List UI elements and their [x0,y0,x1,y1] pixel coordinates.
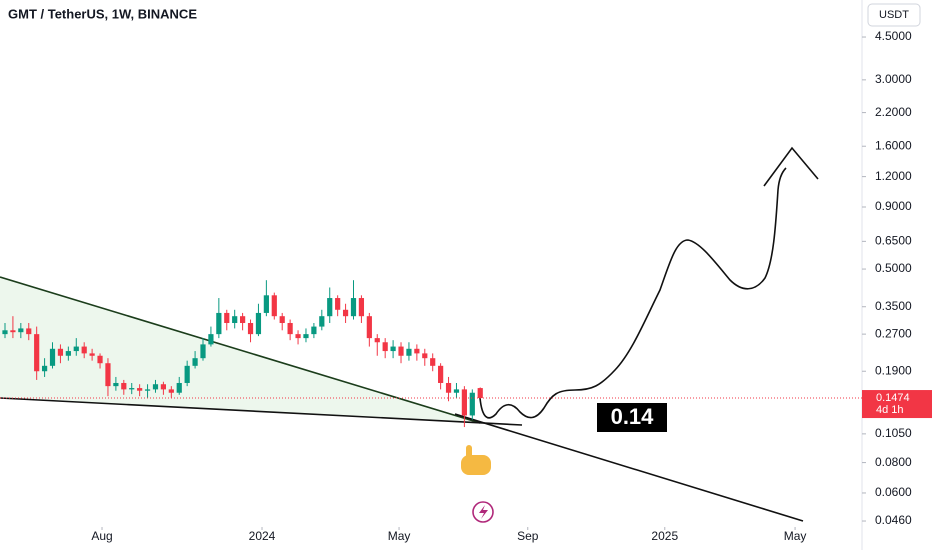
candle-body [453,389,460,393]
candle-body [152,384,159,390]
y-tick-label: 1.6000 [875,138,912,152]
candle-body [247,323,254,335]
candle-body [303,334,309,339]
countdown-label: 4d 1h [876,404,904,416]
y-tick-label: 0.5000 [875,261,912,275]
candle-body [97,355,103,364]
price-label: 0.1474 [876,392,910,404]
candle-body [176,382,182,393]
candle-body [445,382,452,393]
candle-body [311,326,317,335]
y-tick-label: 3.0000 [875,72,912,86]
candle-body [461,389,467,416]
x-tick-label: May [784,529,807,543]
plot-area [2,280,483,428]
y-tick-label: 0.2700 [875,326,912,340]
candle-body [144,389,151,391]
candle-body [34,334,40,372]
candle-body [200,344,206,359]
candle-body [10,330,16,333]
candle-body [57,348,64,356]
candle-body [192,358,198,366]
y-tick-label: 2.2000 [875,105,912,119]
candle-body [287,323,293,335]
y-tick-label: 0.1900 [875,363,912,377]
candle-body [2,330,8,335]
candle-body [208,334,214,345]
candle-body [469,392,475,416]
candle-body [216,312,222,335]
annotation-box [597,403,667,432]
candle-body [390,346,396,352]
candle-body [26,328,32,335]
candle-body [168,389,174,393]
lightning-icon [472,501,494,523]
projection-curve [479,167,787,419]
candle-body [279,316,285,324]
candle-body [271,295,277,317]
candle-body [65,351,71,356]
candle-body [263,295,269,313]
candle-body [49,348,56,366]
candle-body [18,328,24,333]
candle-body [81,346,87,354]
candle-body [240,316,246,324]
hand-icon [461,445,491,475]
candle-body [160,384,167,390]
annotation: 0.14 [611,404,655,429]
candle-body [327,298,333,317]
x-tick-label: 2025 [651,529,678,543]
y-tick-label: 0.1050 [875,426,912,440]
candle-body [73,346,79,352]
candle-body [398,346,404,356]
candle-body [477,388,483,399]
candle-body [366,316,372,339]
candle-body [129,388,135,390]
y-tick-label: 0.0460 [875,513,912,527]
currency-button[interactable] [867,3,921,27]
candle-body [319,316,325,327]
projection-arrow [763,146,819,187]
y-tick-label: 0.9000 [875,199,912,213]
y-tick-label: 0.0800 [875,455,912,469]
candle-body [350,298,357,317]
candle-body [414,348,420,354]
x-tick-label: Aug [91,529,112,543]
candle-body [41,365,48,372]
candle-body [184,365,190,383]
trend-line-lower [0,397,523,426]
candle-body [295,334,301,339]
candle-body [255,312,262,335]
y-tick-label: 4.5000 [875,29,912,43]
candle-body [342,309,349,317]
candle-body [224,312,230,324]
candle-body [430,358,436,366]
candle-body [137,388,143,391]
candle-body [438,365,444,383]
candle-body [335,298,341,310]
candle-body [121,382,127,390]
candle-body [406,348,412,356]
candle-body [232,316,238,324]
candle-body [374,338,380,343]
trend-line-extension [454,413,804,522]
x-tick-label: Sep [517,529,539,543]
y-tick-label: 0.6500 [875,234,912,248]
candle-body [113,382,119,387]
candle-body [422,353,428,359]
candle-body [105,363,111,387]
candle-body [382,342,388,352]
trend-line-upper [0,276,481,424]
candle-body [358,298,365,317]
candle-body [89,353,95,356]
currency-label[interactable]: USDT [879,9,909,21]
price-label-box [862,390,932,419]
x-tick-label: May [388,529,411,543]
x-tick-label: 2024 [249,529,276,543]
y-tick-label: 0.3500 [875,299,912,313]
chart-title: GMT / TetherUS, 1W, BINANCE [8,6,197,21]
y-tick-label: 1.2000 [875,169,912,183]
y-tick-label: 0.0600 [875,485,912,499]
